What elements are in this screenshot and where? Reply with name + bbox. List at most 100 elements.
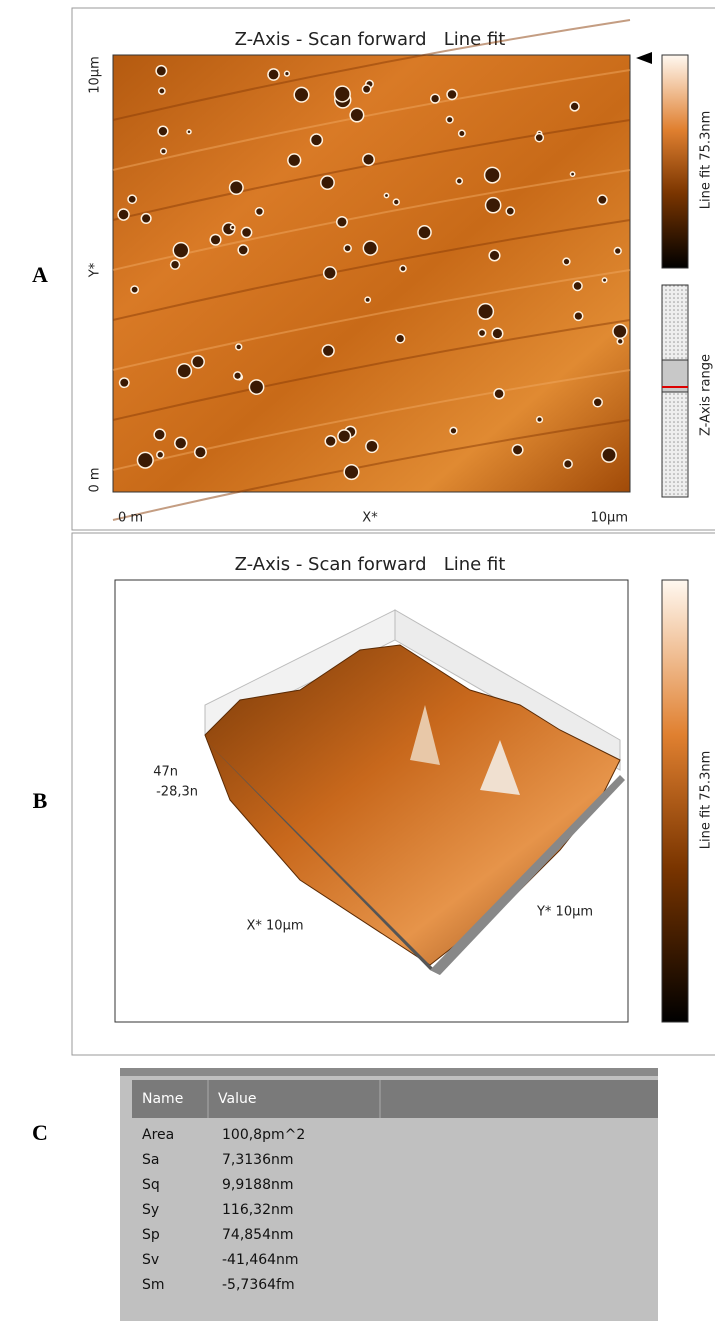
colorbar	[662, 55, 688, 268]
pit	[393, 199, 399, 205]
colorbar-label: Line fit 75.3nm	[699, 111, 714, 210]
panel-title: Z-Axis - Scan forward Line fit	[235, 554, 506, 575]
pit	[344, 245, 351, 252]
pit	[478, 304, 494, 320]
pit	[256, 208, 264, 216]
pit	[494, 389, 504, 399]
pit	[489, 250, 500, 261]
pit	[456, 178, 462, 184]
cell-name: Sq	[142, 1177, 160, 1193]
cell-name: Area	[142, 1127, 174, 1143]
pit	[321, 176, 334, 189]
afm-image	[113, 55, 630, 492]
pit	[478, 329, 485, 336]
pit	[344, 465, 359, 480]
cell-name: Sy	[142, 1202, 159, 1218]
pit	[593, 398, 602, 407]
cell-value: 74,854nm	[222, 1227, 294, 1243]
cell-value: 7,3136nm	[222, 1152, 294, 1168]
pit	[249, 380, 263, 394]
x-axis-label: X*	[362, 511, 378, 526]
pit	[485, 167, 500, 182]
z-top-label: 47n	[153, 765, 178, 780]
y-bottom-label: 0 m	[88, 467, 103, 492]
pit	[210, 234, 221, 245]
pit	[322, 345, 334, 357]
pit	[310, 134, 322, 146]
table-top	[120, 1068, 658, 1076]
pit	[365, 297, 370, 302]
pit	[195, 446, 206, 457]
cell-value: 116,32nm	[222, 1202, 294, 1218]
pit	[613, 324, 627, 338]
cell-name: Sp	[142, 1227, 160, 1243]
pit	[350, 108, 364, 122]
pit	[338, 430, 351, 443]
pit	[396, 334, 405, 343]
pit	[120, 378, 129, 387]
pit	[173, 243, 188, 258]
pit	[492, 328, 503, 339]
pit	[158, 126, 168, 136]
colorbar	[662, 580, 688, 1022]
figure: Z-Axis - Scan forward Line fit 10µm Y* 0…	[0, 0, 715, 1321]
pit	[154, 429, 165, 440]
cell-name: Sv	[142, 1252, 159, 1268]
pit	[234, 372, 242, 380]
pit	[137, 452, 153, 468]
pit	[128, 195, 136, 203]
pit	[512, 445, 523, 456]
z-bottom-label: -28,3n	[156, 785, 198, 800]
pit	[231, 225, 235, 229]
marker	[636, 52, 652, 64]
pit	[598, 195, 607, 204]
pit	[285, 71, 290, 76]
pit	[570, 102, 579, 111]
pit	[570, 172, 574, 176]
cell-value: 9,9188nm	[222, 1177, 294, 1193]
column-header: Value	[218, 1091, 256, 1107]
cell-value: -5,7364fm	[222, 1277, 295, 1293]
pit	[288, 154, 301, 167]
pit	[447, 89, 457, 99]
table-header	[132, 1080, 658, 1118]
pit	[617, 338, 623, 344]
pit	[563, 258, 570, 265]
pit	[131, 286, 138, 293]
pit	[574, 312, 583, 321]
pit	[573, 281, 582, 290]
pit	[230, 181, 243, 194]
pit	[157, 451, 164, 458]
pit	[324, 267, 336, 279]
y-top-label: 10µm	[88, 56, 103, 93]
pit	[141, 214, 151, 224]
pit	[236, 344, 242, 350]
pit	[334, 86, 350, 102]
pit	[602, 278, 606, 282]
pit	[159, 88, 165, 94]
pit	[175, 437, 187, 449]
panel-label: C	[32, 1120, 48, 1145]
x-axis-label: X* 10µm	[246, 919, 303, 934]
pit	[362, 85, 370, 93]
y-axis-label: Y*	[88, 262, 103, 278]
pit	[177, 364, 191, 378]
pit	[238, 245, 248, 255]
pit	[431, 94, 440, 103]
pit	[325, 436, 336, 447]
y-axis-label: Y* 10µm	[536, 905, 593, 920]
pit	[446, 116, 453, 123]
pit	[384, 193, 388, 197]
pit	[171, 260, 180, 269]
pit	[450, 427, 457, 434]
pit	[118, 209, 129, 220]
pit	[459, 130, 465, 136]
pit	[156, 66, 166, 76]
pit	[294, 87, 309, 102]
pit	[363, 241, 377, 255]
pit	[486, 198, 501, 213]
panel-label: B	[33, 788, 48, 813]
pit	[268, 69, 279, 80]
x-right-label: 10µm	[591, 511, 628, 526]
pit	[400, 266, 406, 272]
